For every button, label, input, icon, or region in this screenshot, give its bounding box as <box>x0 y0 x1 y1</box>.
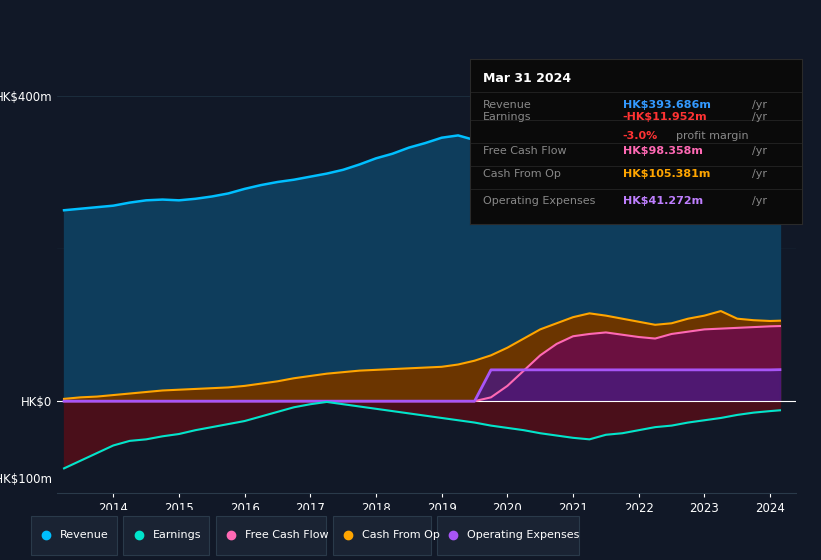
Text: Operating Expenses: Operating Expenses <box>483 196 595 206</box>
Text: HK$105.381m: HK$105.381m <box>622 170 710 179</box>
Text: HK$41.272m: HK$41.272m <box>622 196 703 206</box>
FancyBboxPatch shape <box>31 516 117 555</box>
Text: Mar 31 2024: Mar 31 2024 <box>483 72 571 85</box>
Text: profit margin: profit margin <box>676 132 749 142</box>
Text: /yr: /yr <box>752 170 768 179</box>
FancyBboxPatch shape <box>438 516 579 555</box>
Text: Revenue: Revenue <box>61 530 109 540</box>
Text: /yr: /yr <box>752 100 768 110</box>
Text: -HK$11.952m: -HK$11.952m <box>622 111 707 122</box>
Text: Cash From Op: Cash From Op <box>362 530 440 540</box>
Text: Revenue: Revenue <box>483 100 532 110</box>
FancyBboxPatch shape <box>333 516 431 555</box>
Text: -3.0%: -3.0% <box>622 132 658 142</box>
FancyBboxPatch shape <box>215 516 327 555</box>
Text: Operating Expenses: Operating Expenses <box>467 530 579 540</box>
Text: /yr: /yr <box>752 196 768 206</box>
Text: /yr: /yr <box>752 146 768 156</box>
Text: Cash From Op: Cash From Op <box>483 170 561 179</box>
Text: HK$393.686m: HK$393.686m <box>622 100 710 110</box>
Text: /yr: /yr <box>752 111 768 122</box>
Text: HK$98.358m: HK$98.358m <box>622 146 703 156</box>
Text: Earnings: Earnings <box>483 111 531 122</box>
Text: Free Cash Flow: Free Cash Flow <box>245 530 328 540</box>
FancyBboxPatch shape <box>123 516 209 555</box>
Text: Free Cash Flow: Free Cash Flow <box>483 146 566 156</box>
Text: Earnings: Earnings <box>153 530 201 540</box>
